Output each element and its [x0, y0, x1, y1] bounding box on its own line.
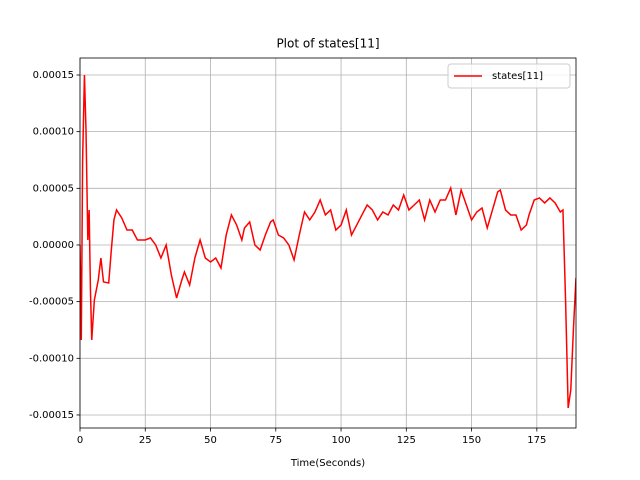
x-tick-label: 75: [269, 435, 282, 446]
y-tick-label: -0.00015: [29, 410, 74, 421]
x-tick-label: 50: [204, 435, 217, 446]
legend-box: [447, 63, 571, 89]
line-series: [80, 74, 576, 409]
y-tick-label: 0.00010: [33, 127, 74, 138]
y-tick-label: -0.00005: [29, 297, 74, 308]
x-tick-label: 25: [139, 435, 152, 446]
x-tick-label: 100: [332, 435, 351, 446]
axes-frame: [79, 57, 577, 429]
y-tick-label: 0.00000: [33, 240, 74, 251]
chart-title: Plot of states[11]: [276, 37, 379, 51]
x-tick-label: 0: [77, 435, 83, 446]
x-tick-label: 125: [397, 435, 416, 446]
x-axis-label: Time(Seconds): [290, 458, 365, 469]
x-tick-label: 175: [527, 435, 546, 446]
y-tick-label: 0.00005: [33, 183, 74, 194]
legend-label: states[11]: [492, 71, 543, 82]
y-tick-label: -0.00010: [29, 353, 74, 364]
y-tick-label: 0.00015: [33, 70, 74, 81]
x-tick-label: 150: [462, 435, 481, 446]
